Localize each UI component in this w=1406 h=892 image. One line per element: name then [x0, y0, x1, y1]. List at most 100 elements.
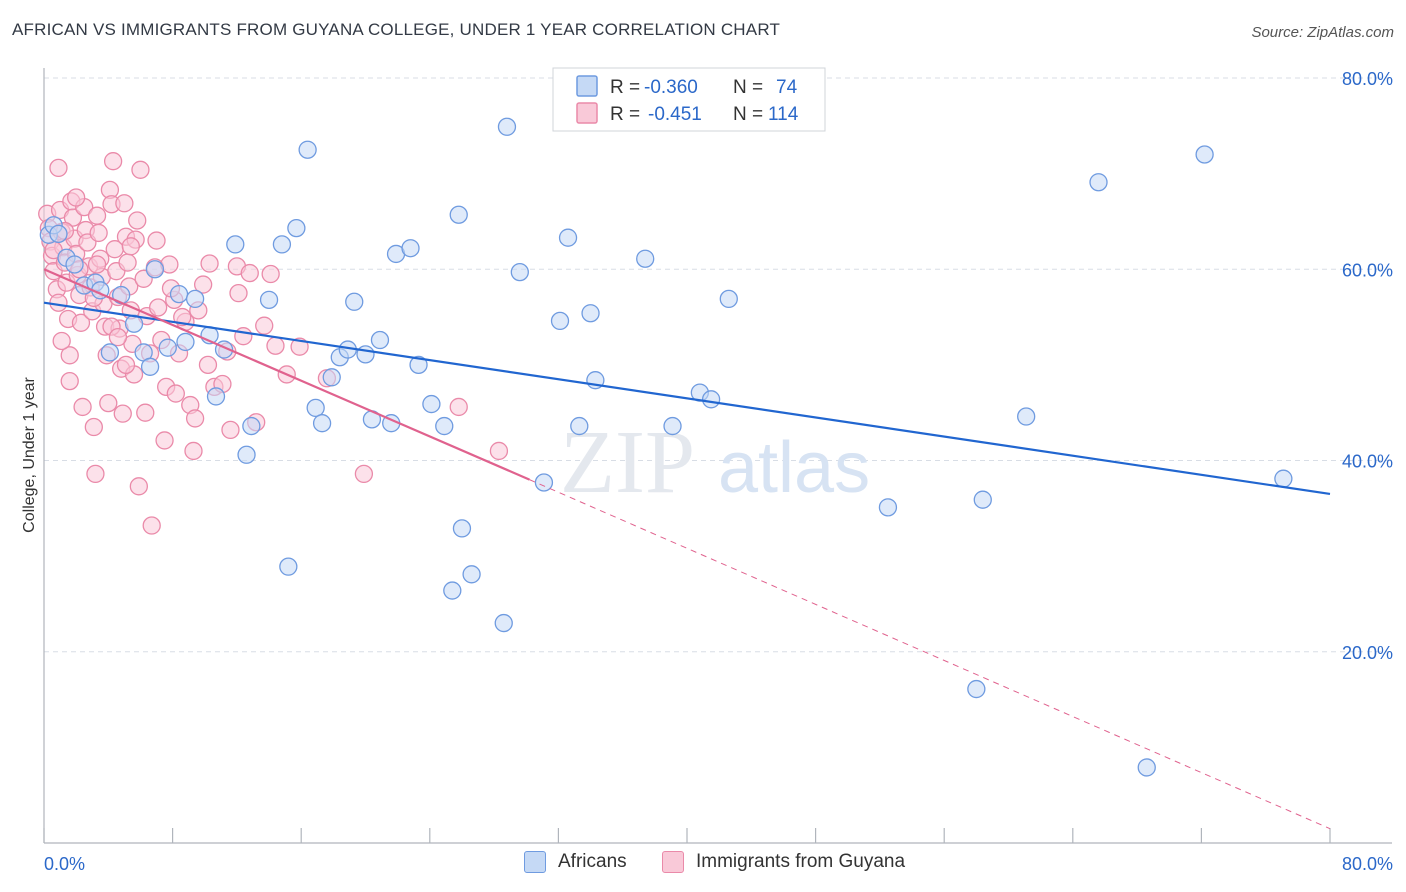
y-tick-label: 60.0% — [1342, 260, 1393, 280]
guyana-point — [73, 397, 92, 417]
x-tick-label-max: 80.0% — [1342, 854, 1393, 874]
legend-bottom: Africans Immigrants from Guyana — [0, 851, 1406, 879]
guyana-point — [115, 194, 134, 213]
guyana-point — [354, 464, 374, 484]
x-tick-label-min: 0.0% — [44, 854, 85, 874]
legend-r-value-africans: -0.360 — [644, 77, 698, 98]
africans-point — [409, 355, 428, 375]
guyana-point — [255, 316, 274, 335]
guyana-point — [84, 417, 103, 437]
legend-item-guyana: Immigrants from Guyana — [662, 851, 905, 873]
africans-point — [370, 330, 390, 350]
africans-point — [356, 345, 375, 364]
legend-r-label-africans: R = — [610, 77, 640, 98]
chart-title: AFRICAN VS IMMIGRANTS FROM GUYANA COLLEG… — [12, 20, 781, 39]
africans-point — [452, 519, 472, 538]
source-label: Source: ZipAtlas.com — [1251, 24, 1394, 41]
africans-point — [435, 416, 454, 436]
trend-lines — [43, 268, 1331, 830]
africans-point — [242, 416, 261, 436]
grid-layer — [44, 77, 1392, 653]
africans-point — [272, 235, 292, 254]
guyana-point — [49, 293, 68, 312]
guyana-point — [131, 160, 150, 179]
africans-point — [237, 445, 256, 464]
guyana-point — [86, 464, 105, 484]
africans-point — [443, 581, 462, 600]
legend-n-label-africans: N = — [733, 77, 763, 98]
africans-point — [550, 311, 570, 331]
axis-layer: 20.0% 40.0% 60.0% 80.0% 0.0% 80.0% — [43, 68, 1393, 874]
guyana-point — [60, 346, 79, 365]
africans-point — [636, 249, 655, 268]
guyana-point — [60, 371, 79, 391]
guyana-point — [118, 253, 137, 272]
guyana-point — [108, 327, 128, 347]
africans-point — [510, 262, 529, 282]
guyana-point — [89, 223, 108, 243]
guyana-point — [71, 313, 91, 332]
guyana-point — [266, 336, 285, 355]
legend-swatch-guyana — [576, 102, 598, 124]
africans-point — [1274, 469, 1293, 488]
guyana-point — [67, 188, 86, 207]
africans-point — [322, 368, 341, 387]
africans-point — [169, 284, 189, 304]
africans-point — [967, 679, 986, 699]
africans-point — [719, 289, 738, 309]
africans-point — [497, 117, 517, 136]
africans-point — [570, 416, 589, 436]
guyana-point — [234, 327, 253, 346]
guyana-point — [87, 206, 107, 225]
africans-point — [401, 239, 420, 258]
y-tick-label: 20.0% — [1342, 643, 1393, 663]
guyana-trend-line — [43, 268, 530, 481]
africans-point — [973, 490, 992, 509]
africans-point — [145, 260, 165, 279]
africans-point — [534, 473, 554, 492]
guyana-point — [193, 275, 213, 294]
legend-r-value-guyana: -0.451 — [648, 104, 702, 125]
legend-n-label-guyana: N = — [733, 104, 763, 125]
guyana-point — [147, 231, 166, 250]
guyana-point — [52, 331, 71, 351]
guyana-point — [87, 255, 107, 274]
guyana-point — [489, 441, 509, 461]
guyana-point — [99, 393, 118, 413]
africans-point — [1017, 407, 1036, 426]
legend-n-value-africans: 74 — [776, 77, 798, 98]
africans-point — [185, 289, 205, 309]
africans-point — [558, 228, 578, 247]
africans-point — [701, 390, 721, 409]
legend-swatch-guyana-bottom — [662, 851, 684, 873]
africans-point — [462, 565, 481, 584]
y-tick-label: 40.0% — [1342, 452, 1393, 472]
guyana-point — [221, 420, 240, 440]
guyana-point — [198, 355, 218, 375]
legend-swatch-africans-bottom — [524, 851, 546, 873]
africans-point — [1089, 173, 1108, 192]
africans-point — [100, 343, 120, 362]
africans-point — [1195, 145, 1214, 164]
guyana-point — [155, 431, 174, 450]
africans-point — [345, 292, 364, 311]
africans-point — [226, 235, 245, 254]
watermark-atlas: atlas — [718, 428, 870, 508]
guyana-point — [121, 237, 140, 256]
guyana-point — [116, 355, 136, 375]
guyana-point — [136, 403, 155, 422]
guyana-point — [142, 516, 161, 535]
africans-points — [39, 117, 1293, 777]
africans-point — [494, 613, 513, 633]
guyana-point — [129, 477, 148, 496]
africans-point — [176, 332, 195, 352]
guyana-point — [185, 409, 205, 428]
guyana-point — [173, 307, 192, 327]
guyana-point — [166, 384, 185, 403]
guyana-point — [200, 254, 219, 273]
africans-point — [422, 394, 441, 414]
guyana-trend-extension — [529, 479, 1331, 830]
africans-point — [878, 498, 898, 517]
guyana-point — [261, 264, 280, 284]
